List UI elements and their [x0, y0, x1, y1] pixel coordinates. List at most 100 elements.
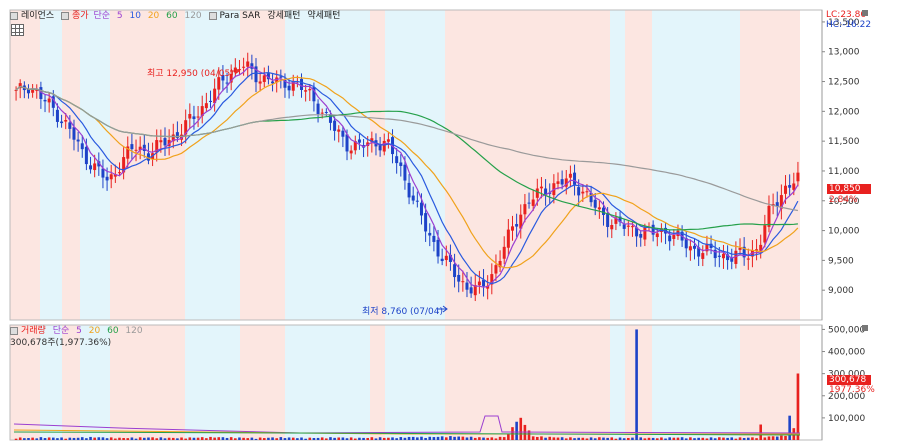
legend-ma5[interactable]: 5 — [116, 11, 123, 21]
volume-bar — [486, 437, 489, 440]
candle — [618, 211, 622, 227]
candle — [357, 133, 361, 150]
volume-bar — [118, 437, 121, 440]
volume-bar — [622, 438, 626, 440]
candle-body — [469, 287, 473, 294]
candle — [539, 177, 543, 199]
candle — [60, 114, 64, 128]
volume-bar — [171, 437, 175, 440]
candle-body — [316, 103, 320, 115]
trend-band — [240, 325, 285, 440]
legend-toggle-icon[interactable] — [10, 11, 18, 20]
candle-body — [556, 181, 560, 184]
candle-body — [382, 140, 386, 152]
volume-bar — [469, 436, 473, 440]
candle-body — [146, 153, 150, 161]
candle — [697, 239, 701, 267]
volume-bar — [440, 436, 444, 440]
price-tick-label: 13,000 — [828, 48, 860, 58]
trend-band — [10, 325, 40, 440]
volume-bar — [391, 437, 394, 440]
volume-bar — [101, 437, 105, 440]
legend-ma-type[interactable]: 종가 — [72, 11, 89, 21]
volume-bar — [374, 438, 378, 440]
price-tick-label: 9,500 — [828, 256, 854, 266]
volume-bar — [635, 329, 638, 440]
price-panel-resize-handle[interactable] — [862, 10, 868, 16]
legend-ma60[interactable]: 60 — [166, 11, 178, 21]
candle — [80, 135, 84, 158]
candle-body — [93, 163, 97, 171]
legend-toggle-icon[interactable] — [10, 326, 18, 335]
volume-bar — [353, 438, 357, 440]
candle-body — [701, 253, 705, 259]
volume-bar — [643, 438, 647, 440]
legend-strong[interactable]: 강세패턴 — [267, 11, 301, 21]
volume-bar — [722, 437, 725, 440]
candle-body — [746, 258, 750, 260]
legend-weak[interactable]: 약세패턴 — [307, 11, 341, 21]
legend-ma120[interactable]: 120 — [184, 11, 202, 21]
legend-volume-name[interactable]: 거래량 — [21, 326, 46, 336]
candle-body — [35, 89, 39, 91]
volume-bar — [229, 437, 233, 440]
candle — [341, 126, 345, 148]
candle-body — [639, 233, 643, 238]
volume-bar — [246, 438, 250, 440]
volume-bar — [544, 437, 547, 440]
trend-band — [625, 325, 652, 440]
grid-settings-icon[interactable] — [11, 24, 24, 36]
candle — [188, 103, 192, 129]
trend-band — [370, 10, 385, 320]
volume-bar — [192, 437, 196, 440]
volume-bar — [325, 438, 328, 440]
volume-ma60-line — [13, 431, 801, 436]
candle-body — [266, 73, 270, 80]
ma5-line — [15, 66, 799, 288]
volume-bar — [213, 437, 216, 440]
candle — [221, 65, 225, 92]
candle-body — [763, 225, 767, 243]
candle-body — [171, 134, 175, 142]
high-annotation: 최고 12,950 (04/05) — [147, 69, 234, 79]
candle-body — [697, 247, 701, 257]
legend-sar[interactable]: Para SAR — [219, 11, 261, 21]
volume-bar — [664, 438, 667, 440]
legend-toggle-icon[interactable] — [61, 11, 69, 20]
candle-body — [279, 76, 283, 78]
volume-bar — [138, 437, 142, 440]
price-legend: 레이언스 종가 단순 5 10 20 60 120 Para SAR 강세패턴 … — [10, 10, 344, 22]
volume-bar — [709, 437, 713, 440]
candle — [138, 136, 142, 160]
volume-panel-resize-handle[interactable] — [862, 325, 868, 331]
legend-vol-ma5[interactable]: 5 — [76, 326, 82, 336]
volume-bar — [445, 437, 448, 440]
trend-band — [80, 325, 110, 440]
candle — [333, 116, 337, 141]
candle — [196, 105, 200, 128]
legend-ma10[interactable]: 10 — [129, 11, 141, 21]
volume-bar — [465, 437, 469, 440]
volume-bar — [734, 438, 738, 440]
legend-ma20[interactable]: 20 — [147, 11, 160, 21]
legend-vol-ma60[interactable]: 60 — [107, 326, 119, 336]
candle-body — [788, 185, 792, 188]
legend-vol-ma20[interactable]: 20 — [88, 326, 101, 336]
price-tick-label: 11,000 — [828, 167, 860, 177]
candle-body — [730, 257, 734, 262]
volume-bar — [759, 424, 762, 440]
ma120-line — [15, 85, 799, 212]
volume-bar — [593, 438, 597, 440]
candle-body — [200, 106, 204, 117]
legend-vol-ma120[interactable]: 120 — [125, 326, 143, 336]
candle — [122, 147, 126, 180]
legend-toggle-icon[interactable] — [208, 11, 217, 20]
candle-body — [72, 127, 76, 140]
candle — [175, 121, 179, 142]
volume-bar — [358, 437, 361, 440]
legend-stock-name[interactable]: 레이언스 — [21, 11, 55, 21]
candle — [457, 264, 461, 293]
trend-band — [40, 325, 62, 440]
volume-bar — [655, 438, 659, 440]
